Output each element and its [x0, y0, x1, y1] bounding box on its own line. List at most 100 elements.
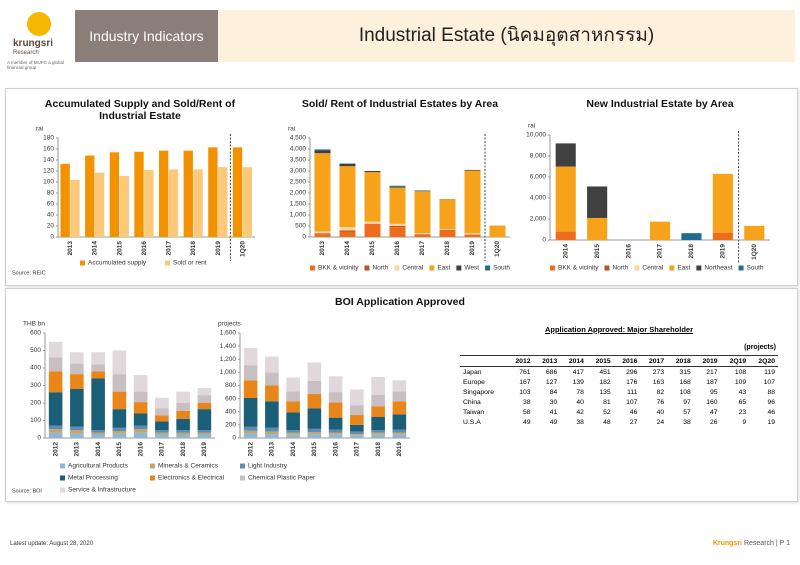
header-cell: 2013 — [533, 355, 561, 367]
legend-swatch — [456, 265, 462, 271]
bar-segment — [392, 429, 407, 433]
header-cell — [460, 355, 507, 367]
bar-segment — [307, 432, 322, 435]
bar-segment — [112, 427, 127, 431]
footer-text: Research | P 1 — [743, 540, 790, 547]
x-tick-label: 2017 — [166, 241, 173, 256]
bar-segment — [350, 389, 364, 406]
x-tick-label: 2018 — [444, 241, 451, 256]
x-tick-label: 2016 — [625, 244, 632, 259]
bar-segment — [197, 434, 212, 438]
bar-segment — [464, 169, 481, 171]
bar-segment — [176, 432, 190, 435]
table-cell: 108 — [734, 368, 747, 376]
y-tick-label: 600 — [225, 395, 236, 402]
legend-swatch — [738, 265, 744, 271]
table-cell: 761 — [519, 368, 531, 376]
table-cell: 46 — [629, 408, 638, 416]
table-cell: 167 — [519, 378, 531, 386]
table-cell: 49 — [549, 418, 558, 426]
bar-segment — [364, 171, 381, 173]
table-row: Europe 167 127 139 182 176 163 168 187 109 107 — [460, 377, 778, 387]
x-tick-label: 2017 — [159, 442, 166, 457]
table-cell: 38 — [522, 398, 531, 406]
legend-swatch — [394, 265, 400, 271]
header-cell: 2014 — [560, 355, 587, 367]
source: Source: REIC — [12, 270, 46, 276]
x-tick-label: 2017 — [354, 442, 361, 457]
legend-label: South — [747, 265, 764, 272]
bar — [193, 169, 203, 237]
table-cell: 119 — [764, 368, 775, 376]
y-tick-label: 200 — [225, 422, 236, 429]
y-tick-label: 1,400 — [220, 343, 237, 350]
bar-segment — [307, 394, 322, 409]
y-axis-label: rai — [528, 123, 535, 130]
legend-label: Northeast — [704, 265, 732, 272]
bar-segment — [350, 424, 364, 432]
table-cell: 58 — [522, 408, 531, 416]
table-cell: China — [463, 398, 481, 406]
table-cell: 217 — [706, 368, 718, 376]
bar-segment — [555, 166, 576, 232]
table-cell: U.S.A — [463, 418, 481, 426]
bar-segment — [712, 232, 733, 240]
bar-segment — [587, 186, 608, 218]
x-tick-label: 2019 — [469, 241, 476, 256]
legend-label: Service & Infrastructure — [68, 487, 136, 494]
bar-segment — [70, 363, 84, 375]
table-row: China 38 30 40 81 107 76 97 160 65 96 — [460, 397, 778, 407]
bar-segment — [392, 380, 407, 392]
bar-segment — [243, 426, 258, 431]
bar-segment — [464, 233, 481, 235]
legend-swatch — [150, 475, 155, 481]
table-row: Singapore 103 84 78 135 111 82 108 95 43 88 — [460, 387, 778, 397]
bar-segment — [389, 185, 406, 187]
bar — [70, 179, 80, 237]
table-cell: 43 — [738, 388, 747, 396]
bar-segment — [91, 364, 105, 372]
table-cell: 451 — [599, 368, 611, 376]
bar-segment — [243, 348, 258, 366]
bar-segment — [328, 432, 343, 435]
header-cell: 2017 — [640, 355, 668, 367]
bar — [208, 147, 218, 237]
bar-segment — [489, 225, 506, 237]
x-tick-label: 2017 — [657, 244, 664, 259]
legend-swatch — [696, 265, 702, 271]
y-axis-label: rai — [36, 126, 43, 133]
bar-segment — [48, 392, 63, 426]
bar-segment — [112, 391, 127, 410]
bar-segment — [744, 225, 765, 240]
table-cell: 111 — [627, 388, 638, 396]
bar-segment — [133, 429, 148, 433]
x-tick-label: 2012 — [52, 442, 59, 457]
bar-segment — [265, 372, 279, 386]
y-tick-label: 0 — [302, 234, 306, 241]
bar-segment — [70, 352, 84, 364]
bar-segment — [112, 409, 127, 428]
x-tick-label: 1Q20 — [239, 241, 246, 257]
table-cell: 23 — [738, 408, 747, 416]
table-cell: 81 — [603, 398, 611, 406]
y-tick-label: 1,600 — [220, 330, 237, 337]
x-tick-label: 2013 — [319, 241, 326, 256]
legend-label: Chemical Plastic Paper — [248, 475, 316, 482]
bar-segment — [155, 430, 169, 433]
brand: krungsri — [13, 38, 54, 49]
legend-swatch — [669, 265, 675, 271]
y-tick-label: 4,000 — [530, 195, 547, 202]
y-tick-label: 180 — [43, 135, 54, 142]
table-cell: 103 — [519, 388, 531, 396]
y-axis-label: THB bn — [23, 321, 45, 328]
table-cell: 163 — [652, 378, 665, 386]
table-cell: 30 — [549, 398, 558, 406]
table-cell: 168 — [679, 378, 691, 386]
x-tick-label: 2012 — [247, 442, 254, 457]
bar-segment — [133, 375, 148, 392]
x-tick-label: 2019 — [396, 442, 403, 457]
table-cell: 42 — [576, 408, 584, 416]
bar-segment — [371, 406, 385, 417]
y-tick-label: 0 — [50, 234, 54, 241]
bar-segment — [314, 150, 331, 154]
